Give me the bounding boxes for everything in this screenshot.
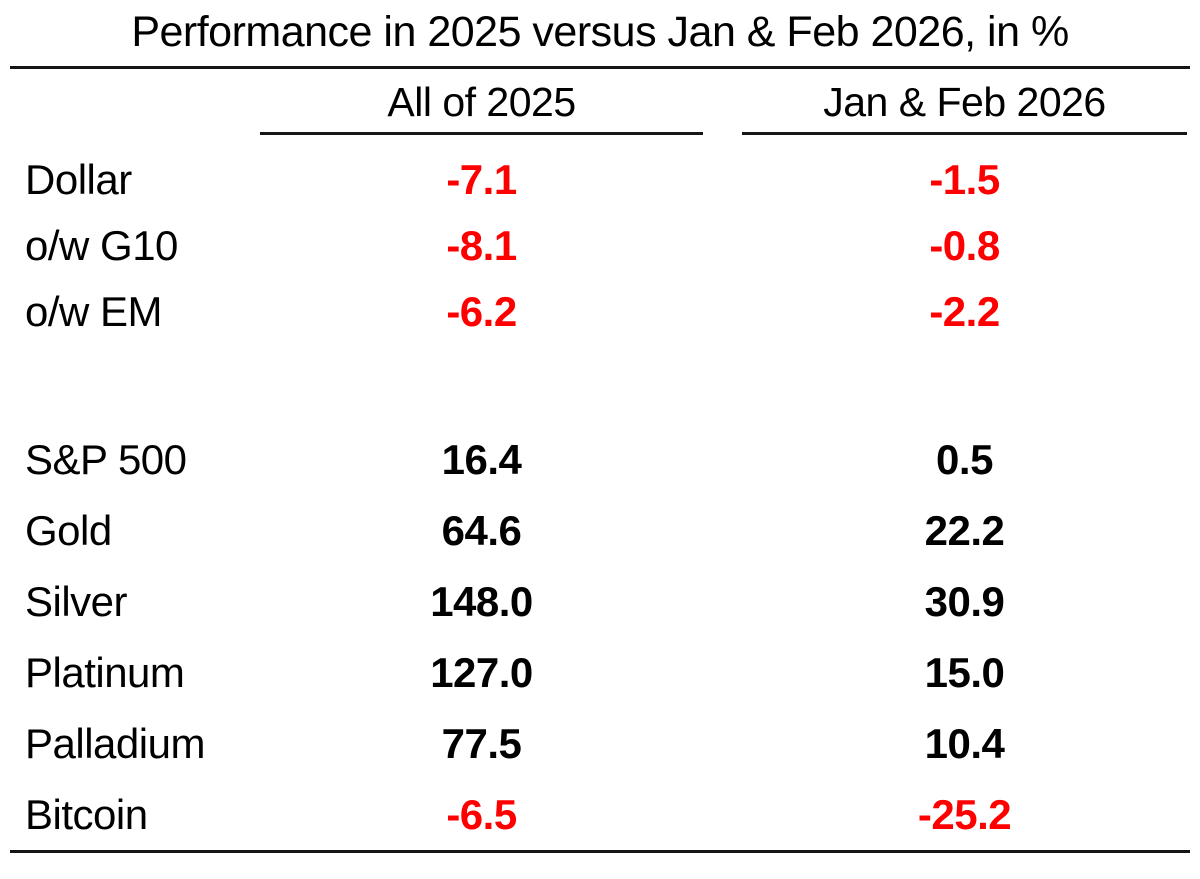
table-row: Dollar -7.1 -1.5 bbox=[10, 147, 1190, 213]
currency-group: Dollar -7.1 -1.5 o/w G10 -8.1 -0.8 o/w E… bbox=[0, 147, 1200, 345]
column-header-jan-feb-2026: Jan & Feb 2026 bbox=[742, 81, 1187, 135]
cell-value: 15.0 bbox=[924, 648, 1005, 696]
cell-value: 10.4 bbox=[924, 719, 1005, 767]
performance-table: Performance in 2025 versus Jan & Feb 202… bbox=[0, 8, 1200, 853]
bottom-rule bbox=[10, 850, 1190, 853]
group-divider-space bbox=[0, 345, 1200, 424]
row-label: S&P 500 bbox=[25, 435, 187, 483]
table-row: S&P 500 16.4 0.5 bbox=[10, 424, 1190, 495]
row-label: Gold bbox=[25, 506, 112, 554]
row-label: Silver bbox=[25, 577, 128, 625]
row-label: o/w EM bbox=[25, 288, 163, 335]
cell-value: -6.5 bbox=[446, 790, 517, 838]
table-row: Platinum 127.0 15.0 bbox=[10, 637, 1190, 708]
table-title: Performance in 2025 versus Jan & Feb 202… bbox=[131, 8, 1069, 56]
table-row: Silver 148.0 30.9 bbox=[10, 566, 1190, 637]
row-label: Palladium bbox=[25, 719, 205, 767]
table-row: Bitcoin -6.5 -25.2 bbox=[10, 779, 1190, 850]
row-label: o/w G10 bbox=[25, 222, 178, 269]
row-label: Bitcoin bbox=[25, 790, 148, 838]
row-label: Platinum bbox=[25, 648, 185, 696]
cell-value: 22.2 bbox=[924, 506, 1005, 554]
asset-group: S&P 500 16.4 0.5 Gold 64.6 22.2 Silver 1… bbox=[0, 424, 1200, 850]
cell-value: -0.8 bbox=[929, 222, 1000, 269]
cell-value: 148.0 bbox=[430, 577, 533, 625]
cell-value: -8.1 bbox=[446, 222, 517, 269]
cell-value: 0.5 bbox=[936, 435, 993, 483]
table-row: o/w G10 -8.1 -0.8 bbox=[10, 213, 1190, 279]
cell-value: 77.5 bbox=[441, 719, 522, 767]
cell-value: -1.5 bbox=[929, 156, 1000, 203]
cell-value: 30.9 bbox=[924, 577, 1005, 625]
cell-value: -7.1 bbox=[446, 156, 517, 203]
table-row: o/w EM -6.2 -2.2 bbox=[10, 279, 1190, 345]
column-header-all-2025: All of 2025 bbox=[260, 81, 703, 135]
cell-value: 127.0 bbox=[430, 648, 533, 696]
column-header-row: All of 2025 Jan & Feb 2026 bbox=[10, 81, 1190, 135]
cell-value: -2.2 bbox=[929, 288, 1000, 335]
table-row: Palladium 77.5 10.4 bbox=[10, 708, 1190, 779]
cell-value: -6.2 bbox=[446, 288, 517, 335]
cell-value: 16.4 bbox=[441, 435, 522, 483]
top-rule bbox=[10, 66, 1190, 69]
table-row: Gold 64.6 22.2 bbox=[10, 495, 1190, 566]
cell-value: -25.2 bbox=[917, 790, 1012, 838]
row-label: Dollar bbox=[25, 156, 132, 203]
cell-value: 64.6 bbox=[441, 506, 522, 554]
